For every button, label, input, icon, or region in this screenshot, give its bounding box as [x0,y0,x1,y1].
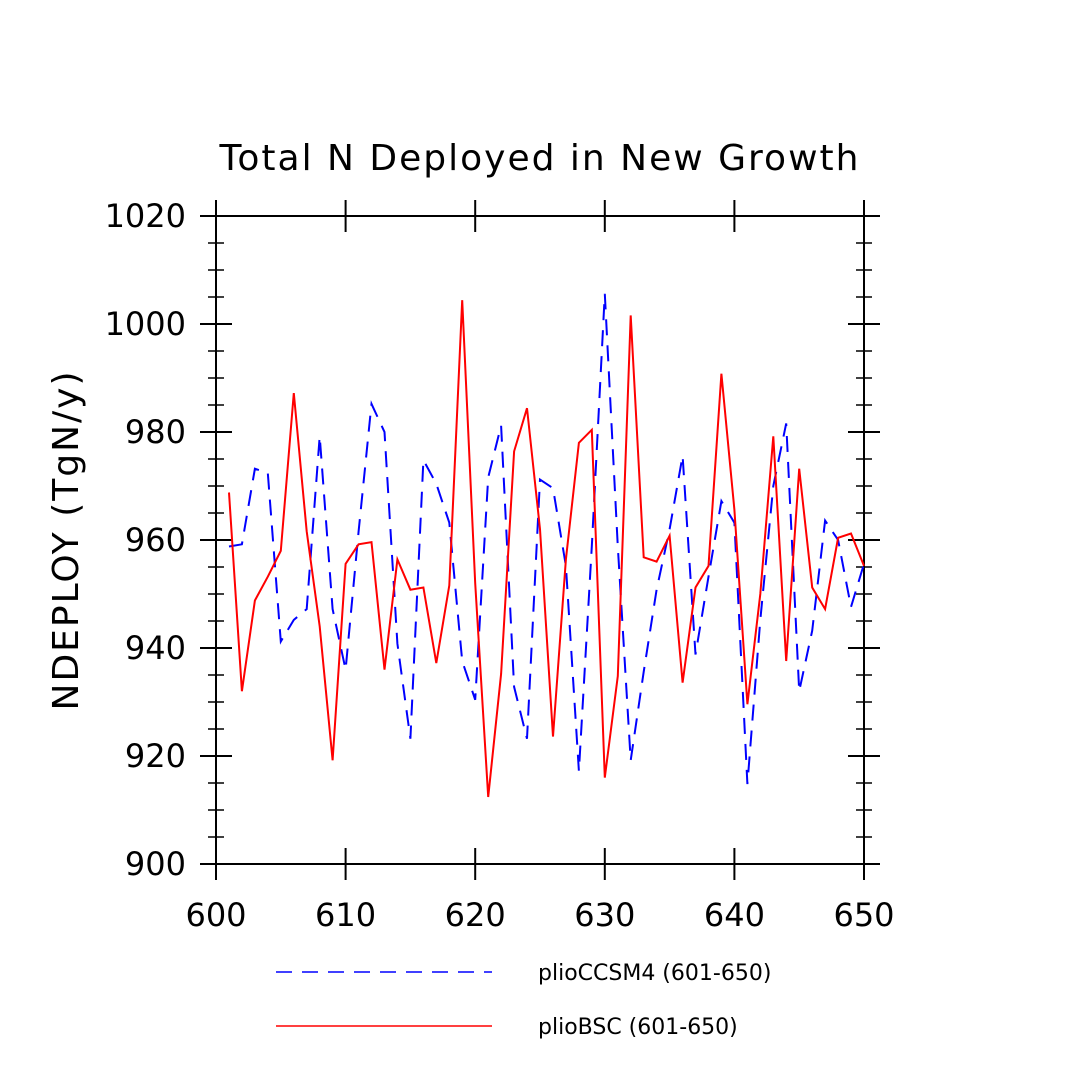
legend-label: plioBSC (601-650) [538,1015,738,1040]
chart-title: Total N Deployed in New Growth [219,138,861,179]
series-lines [228,293,865,798]
y-tick-label: 1000 [105,305,186,343]
legend: plioCCSM4 (601-650) plioBSC (601-650) [276,961,771,1040]
y-tick-label: 1020 [105,197,186,235]
x-tick-label: 600 [185,896,246,934]
y-tick-label: 980 [125,413,186,451]
y-tick-label: 960 [125,521,186,559]
y-tick-label: 940 [125,629,186,667]
y-tick-label: 900 [125,845,186,883]
y-axis-label: NDEPLOY (TgN/y) [46,370,87,711]
y-tick-label: 920 [125,737,186,775]
x-tick-label: 620 [445,896,506,934]
x-tick-label: 640 [704,896,765,934]
axis-ticks [200,200,880,880]
axis-tick-labels: 600 610 620 630 640 650 900 920 940 960 980 1000 102… [105,197,895,934]
x-tick-label: 610 [315,896,376,934]
series-line-pliobsc [228,300,865,798]
legend-label: plioCCSM4 (601-650) [538,961,771,986]
x-tick-label: 650 [833,896,894,934]
x-tick-label: 630 [574,896,635,934]
series-line-pliocssm4 [228,293,865,785]
